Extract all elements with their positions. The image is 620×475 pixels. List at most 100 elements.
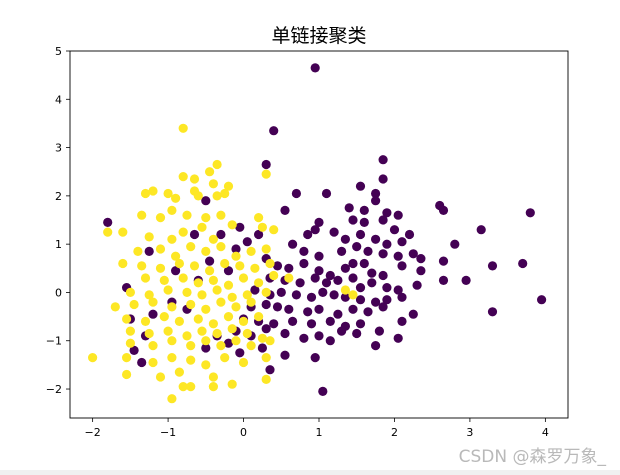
scatter-point <box>122 369 132 380</box>
scatter-point <box>265 365 275 375</box>
scatter-point <box>397 316 407 326</box>
scatter-point <box>269 126 279 136</box>
scatter-point <box>363 246 373 256</box>
scatter-point <box>155 213 166 223</box>
y-tick-label: 5 <box>55 45 62 58</box>
scatter-point <box>438 205 449 215</box>
scatter-point <box>374 326 384 336</box>
scatter-point <box>288 239 298 249</box>
scatter-point <box>355 295 366 305</box>
scatter-point <box>140 273 151 283</box>
scatter-point <box>220 353 230 363</box>
scatter-point <box>182 287 192 297</box>
scatter-point <box>284 273 294 283</box>
scatter-point <box>201 304 211 314</box>
scatter-point <box>231 336 241 346</box>
x-axis: −2 −1 0 1 2 3 4 <box>85 418 549 439</box>
scatter-point <box>189 261 200 271</box>
scatter-point <box>140 188 151 199</box>
scatter-point <box>416 254 426 264</box>
scatter-point <box>250 285 260 295</box>
scatter-point <box>359 205 369 215</box>
scatter-point <box>261 287 271 297</box>
x-tick-label: 1 <box>316 426 323 439</box>
scatter-point <box>371 196 381 206</box>
scatter-point <box>461 275 471 285</box>
scatter-point <box>231 244 241 254</box>
scatter-point <box>201 213 211 223</box>
points-layer <box>88 63 547 404</box>
scatter-point <box>295 278 305 288</box>
scatter-point <box>167 234 177 244</box>
scatter-point <box>348 304 358 314</box>
scatter-point <box>163 326 173 336</box>
scatter-point <box>333 309 343 319</box>
scatter-point <box>186 355 196 365</box>
scatter-point <box>178 273 188 283</box>
scatter-point <box>178 123 188 133</box>
scatter-point <box>103 227 113 237</box>
scatter-point <box>171 193 181 203</box>
scatter-point <box>378 302 388 312</box>
scatter-point <box>246 246 256 256</box>
scatter-point <box>118 258 128 269</box>
scatter-point <box>223 312 234 322</box>
scatter-point <box>137 357 147 368</box>
scatter-point <box>223 181 234 191</box>
scatter-point <box>310 353 320 363</box>
scatter-point <box>205 256 215 266</box>
scatter-point <box>272 302 283 312</box>
x-tick-label: 4 <box>542 426 549 439</box>
scatter-point <box>355 319 366 329</box>
scatter-point <box>144 246 154 256</box>
scatter-point <box>280 205 290 215</box>
scatter-point <box>314 304 324 314</box>
scatter-point <box>250 263 260 273</box>
scatter-point <box>110 302 120 312</box>
scatter-point <box>216 229 226 240</box>
y-tick-label: 1 <box>55 238 62 251</box>
scatter-point <box>352 328 362 339</box>
scatter-point <box>212 285 222 295</box>
scatter-point <box>371 234 381 244</box>
scatter-point <box>103 217 113 227</box>
y-tick-label: −1 <box>46 335 62 348</box>
scatter-point <box>242 290 252 300</box>
scatter-point <box>276 287 286 297</box>
scatter-point <box>223 338 234 348</box>
scatter-point <box>321 188 332 199</box>
scatter-point <box>144 232 154 242</box>
scatter-point <box>284 263 294 273</box>
scatter-point <box>321 278 332 288</box>
scatter-point <box>438 256 449 266</box>
scatter-point <box>163 285 173 295</box>
scatter-point <box>231 251 241 261</box>
scatter-point <box>216 297 226 307</box>
scatter-point <box>397 261 407 271</box>
scatter-point <box>254 312 264 322</box>
x-tick-label: −2 <box>85 426 101 439</box>
scatter-point <box>363 307 373 317</box>
scatter-point <box>325 336 335 346</box>
scatter-point <box>242 237 252 247</box>
scatter-point <box>450 239 460 249</box>
scatter-point <box>231 302 241 312</box>
scatter-point <box>182 210 192 220</box>
scatter-point <box>140 316 151 326</box>
scatter-point <box>201 196 211 206</box>
scatter-point <box>208 234 218 244</box>
scatter-point <box>129 345 139 355</box>
scatter-point <box>438 275 449 285</box>
scatter-point <box>223 280 234 290</box>
scatter-point <box>216 341 226 351</box>
scatter-point <box>242 328 252 339</box>
scatter-point <box>393 210 403 220</box>
scatter-point <box>201 360 211 370</box>
scatter-point <box>159 312 169 322</box>
scatter-point <box>227 220 237 230</box>
scatter-point <box>197 290 207 300</box>
scatter-point <box>299 246 309 256</box>
scatter-point <box>518 258 528 269</box>
scatter-point <box>265 258 275 269</box>
x-tick-label: 3 <box>466 426 473 439</box>
